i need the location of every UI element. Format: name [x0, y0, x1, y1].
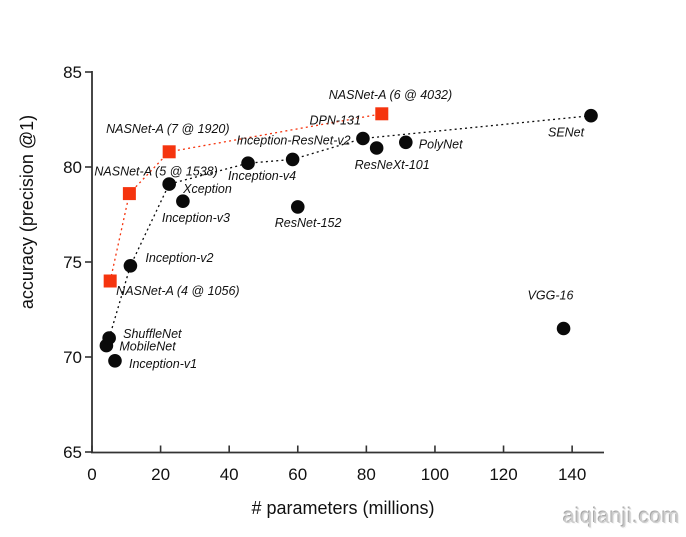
data-point-nasnet-a-7-1920: [162, 145, 176, 159]
data-point-xception: [162, 177, 176, 191]
point-label-nasnet-a-7-1920: NASNet-A (7 @ 1920): [106, 122, 229, 136]
watermark: aiqianji.com: [563, 505, 680, 528]
x-tick-label: 40: [220, 465, 239, 484]
data-point-resnet-152: [290, 200, 305, 214]
frontier-line-nasnet-frontier: [109, 113, 382, 282]
x-tick-label: 140: [558, 465, 586, 484]
frontier-lines: [108, 113, 592, 339]
x-tick-label: 0: [87, 465, 96, 484]
y-tick-label: 70: [63, 348, 82, 367]
point-label-inception-v1: Inception-v1: [129, 357, 197, 371]
data-point-inception-resnet-v2: [285, 152, 300, 167]
point-label-inception-v3: Inception-v3: [162, 211, 230, 225]
data-point-resnext-101: [369, 141, 384, 155]
data-point-nasnet-a-5-1538: [122, 187, 136, 201]
point-label-vgg-16: VGG-16: [528, 289, 574, 303]
data-point-polynet: [399, 135, 413, 150]
x-axis-title: # parameters (millions): [251, 498, 434, 518]
data-point-inception-v1: [108, 354, 122, 368]
point-label-resnext-101: ResNeXt-101: [355, 158, 430, 172]
point-label-inception-v4: Inception-v4: [228, 169, 296, 183]
y-tick-label: 80: [63, 158, 82, 177]
frontier-line-sota-frontier: [108, 115, 592, 339]
y-axis-title: accuracy (precision @1): [17, 115, 37, 309]
y-tick-label: 75: [63, 253, 82, 272]
data-point-nasnet-a-4-1056: [103, 274, 117, 288]
x-tick-label: 20: [151, 465, 170, 484]
point-label-mobilenet: MobileNet: [119, 340, 176, 354]
point-label-inception-resnet-v2: Inception-ResNet-v2: [237, 133, 351, 147]
axes: 0 20 40 60 80 100 120 140 65 70 75 80 85: [63, 63, 604, 484]
point-label-nasnet-a-4-1056: NASNet-A (4 @ 1056): [116, 284, 239, 298]
point-label-xception: Xception: [182, 182, 232, 196]
x-tick-label: 100: [421, 465, 449, 484]
y-tick-label: 85: [63, 63, 82, 82]
data-point-nasnet-a-6-4032: [375, 107, 389, 121]
point-label-dpn-131: DPN-131: [310, 114, 361, 128]
x-tick-label: 60: [288, 465, 307, 484]
data-point-inception-v3: [176, 194, 190, 208]
point-label-nasnet-a-6-4032: NASNet-A (6 @ 4032): [329, 88, 452, 102]
data-points: [99, 107, 598, 368]
point-label-senet: SENet: [548, 126, 585, 140]
point-label-polynet: PolyNet: [419, 137, 463, 151]
data-point-inception-v4: [241, 156, 255, 170]
data-point-senet: [584, 108, 598, 123]
data-point-shufflenet: [102, 331, 116, 345]
x-tick-label: 80: [357, 465, 376, 484]
y-tick-label: 65: [63, 443, 82, 462]
point-label-shufflenet: ShuffleNet: [123, 327, 182, 341]
data-point-inception-v2: [123, 259, 138, 273]
x-tick-label: 120: [489, 465, 517, 484]
data-point-dpn-131: [356, 131, 370, 146]
point-label-resnet-152: ResNet-152: [275, 216, 342, 230]
data-point-vgg-16: [556, 321, 571, 336]
point-label-nasnet-a-5-1538: NASNet-A (5 @ 1538): [94, 165, 217, 179]
point-label-inception-v2: Inception-v2: [145, 251, 213, 265]
